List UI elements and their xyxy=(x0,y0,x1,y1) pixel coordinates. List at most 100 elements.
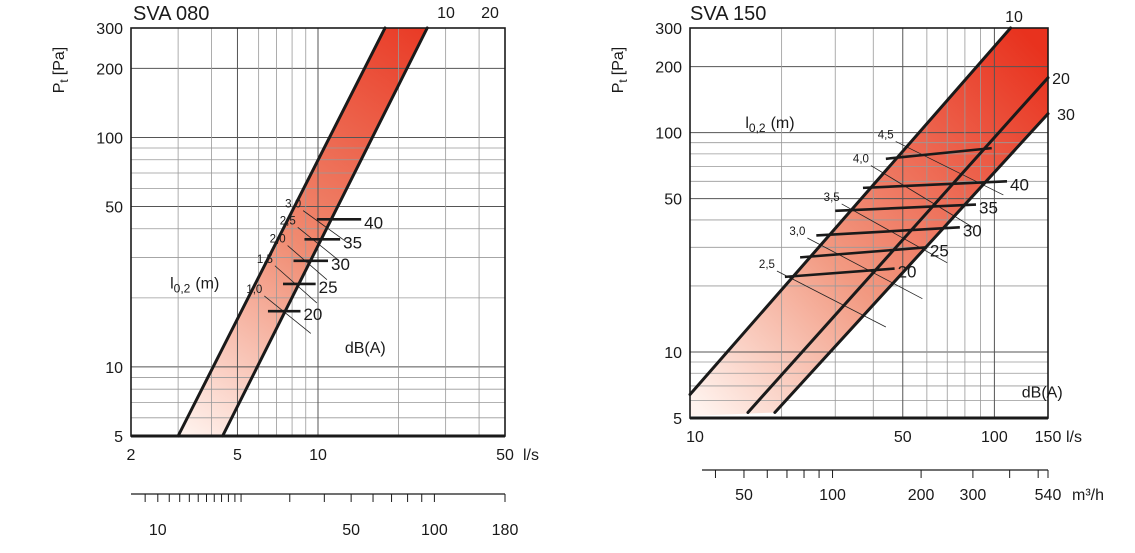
throw-connector xyxy=(841,203,948,264)
x-tick-label: 10 xyxy=(686,429,704,446)
x-tick-label: 2 xyxy=(127,447,136,464)
y-axis-label-main: P xyxy=(610,83,627,94)
y-tick-label: 100 xyxy=(655,126,682,143)
sound-line xyxy=(885,146,992,161)
sound-level-label: 35 xyxy=(343,233,362,252)
secondary-tick-label: 10 xyxy=(149,522,167,539)
x-tick-label: 5 xyxy=(233,447,242,464)
y-tick-label: 50 xyxy=(664,192,682,209)
throw-caption: l0,2 (m) xyxy=(745,115,794,135)
y-axis-label: Pt [Pa] xyxy=(51,47,71,93)
y-axis-label-sub: t xyxy=(57,79,71,83)
secondary-tick-label: 100 xyxy=(421,522,448,539)
secondary-tick-label: 300 xyxy=(960,487,987,504)
throw-value-label: 4,0 xyxy=(853,154,869,166)
throw-value-label: 1,0 xyxy=(246,284,262,296)
curve-label: 10 xyxy=(437,5,455,22)
secondary-tick-label: 100 xyxy=(819,487,846,504)
sound-line xyxy=(816,226,960,237)
y-tick-label: 10 xyxy=(664,345,682,362)
throw-value-label: 2,5 xyxy=(759,259,775,271)
y-axis-label-main: P xyxy=(51,83,68,94)
secondary-axis-label: m³/h xyxy=(1072,487,1104,504)
y-tick-label: 300 xyxy=(655,21,682,38)
throw-caption: l0,2 (m) xyxy=(170,275,219,295)
y-tick-label: 300 xyxy=(96,21,123,38)
x-tick-label: 100 xyxy=(981,429,1008,446)
secondary-tick-label: 540 xyxy=(1035,487,1062,504)
throw-connector xyxy=(264,295,312,334)
secondary-tick-label: 200 xyxy=(908,487,935,504)
series-line-10 xyxy=(176,26,387,438)
chart-1 xyxy=(130,27,506,437)
sound-level-label: 25 xyxy=(319,278,338,297)
sound-level-label: 40 xyxy=(1010,175,1029,194)
sound-level-label: 20 xyxy=(898,263,917,282)
throw-connector xyxy=(895,141,1004,196)
sound-level-label: 30 xyxy=(331,255,350,274)
sound-line xyxy=(862,180,1008,190)
operating-band xyxy=(690,28,1048,416)
sound-level-label: 40 xyxy=(364,213,383,232)
sound-line xyxy=(800,246,927,259)
throw-value-label: 4,5 xyxy=(878,129,894,141)
operating-band xyxy=(178,28,428,436)
secondary-tick-label: 50 xyxy=(342,522,360,539)
throw-connector xyxy=(297,226,338,260)
sound-level-label: 20 xyxy=(303,305,322,324)
throw-caption-sub: 0,2 xyxy=(749,121,766,135)
x-tick-label: 50 xyxy=(496,447,514,464)
throw-connector xyxy=(807,237,923,300)
y-tick-label: 5 xyxy=(673,411,682,428)
throw-caption-unit: (m) xyxy=(771,115,795,132)
chart-2 xyxy=(689,27,1049,419)
x-tick-label: 50 xyxy=(894,429,912,446)
y-tick-label: 200 xyxy=(96,61,123,78)
throw-caption-sub: 0,2 xyxy=(174,281,191,295)
y-axis-label-unit: [Pa] xyxy=(610,47,627,75)
throw-value-label: 2,0 xyxy=(270,234,286,246)
throw-connector xyxy=(870,165,974,228)
y-tick-label: 5 xyxy=(114,429,123,446)
y-axis-label: Pt [Pa] xyxy=(610,47,630,93)
series-line-20 xyxy=(221,26,429,438)
throw-value-label: 2,5 xyxy=(280,215,296,227)
x-tick-label: 10 xyxy=(309,447,327,464)
curve-label: 20 xyxy=(481,5,499,22)
throw-caption-main: l xyxy=(170,275,174,292)
throw-connector xyxy=(287,245,328,280)
sound-level-label: 25 xyxy=(930,241,949,260)
throw-value-label: 3,0 xyxy=(789,226,805,238)
y-axis-label-unit: [Pa] xyxy=(51,47,68,75)
chart-title: SVA 080 xyxy=(133,3,209,25)
throw-value-label: 3,5 xyxy=(824,192,840,204)
y-tick-label: 50 xyxy=(105,200,123,217)
y-tick-label: 10 xyxy=(105,360,123,377)
throw-caption-main: l xyxy=(745,115,749,132)
sound-level-label: 30 xyxy=(963,221,982,240)
curve-label: 10 xyxy=(1005,9,1023,26)
sound-line xyxy=(784,267,895,279)
y-tick-label: 200 xyxy=(655,60,682,77)
x-tick-label: 150 xyxy=(1035,429,1062,446)
sound-unit-label: dB(A) xyxy=(1022,385,1063,402)
sound-level-label: 35 xyxy=(979,199,998,218)
throw-value-label: 3,0 xyxy=(285,199,301,211)
sound-line xyxy=(835,203,977,213)
throw-value-label: 1,5 xyxy=(257,254,273,266)
curve-label: 20 xyxy=(1052,71,1070,88)
secondary-tick-label: 180 xyxy=(492,522,519,539)
chart-title: SVA 150 xyxy=(690,3,766,25)
series-line-20 xyxy=(746,76,1050,414)
series-line-30 xyxy=(773,112,1050,414)
sound-unit-label: dB(A) xyxy=(345,340,386,357)
throw-caption-unit: (m) xyxy=(195,275,219,292)
y-tick-label: 100 xyxy=(96,130,123,147)
x-axis-label: l/s xyxy=(523,447,539,464)
throw-connector xyxy=(302,210,347,243)
x-axis-label: l/s xyxy=(1066,429,1082,446)
curve-label: 30 xyxy=(1057,107,1075,124)
secondary-tick-label: 50 xyxy=(735,487,753,504)
throw-connector xyxy=(776,270,887,328)
